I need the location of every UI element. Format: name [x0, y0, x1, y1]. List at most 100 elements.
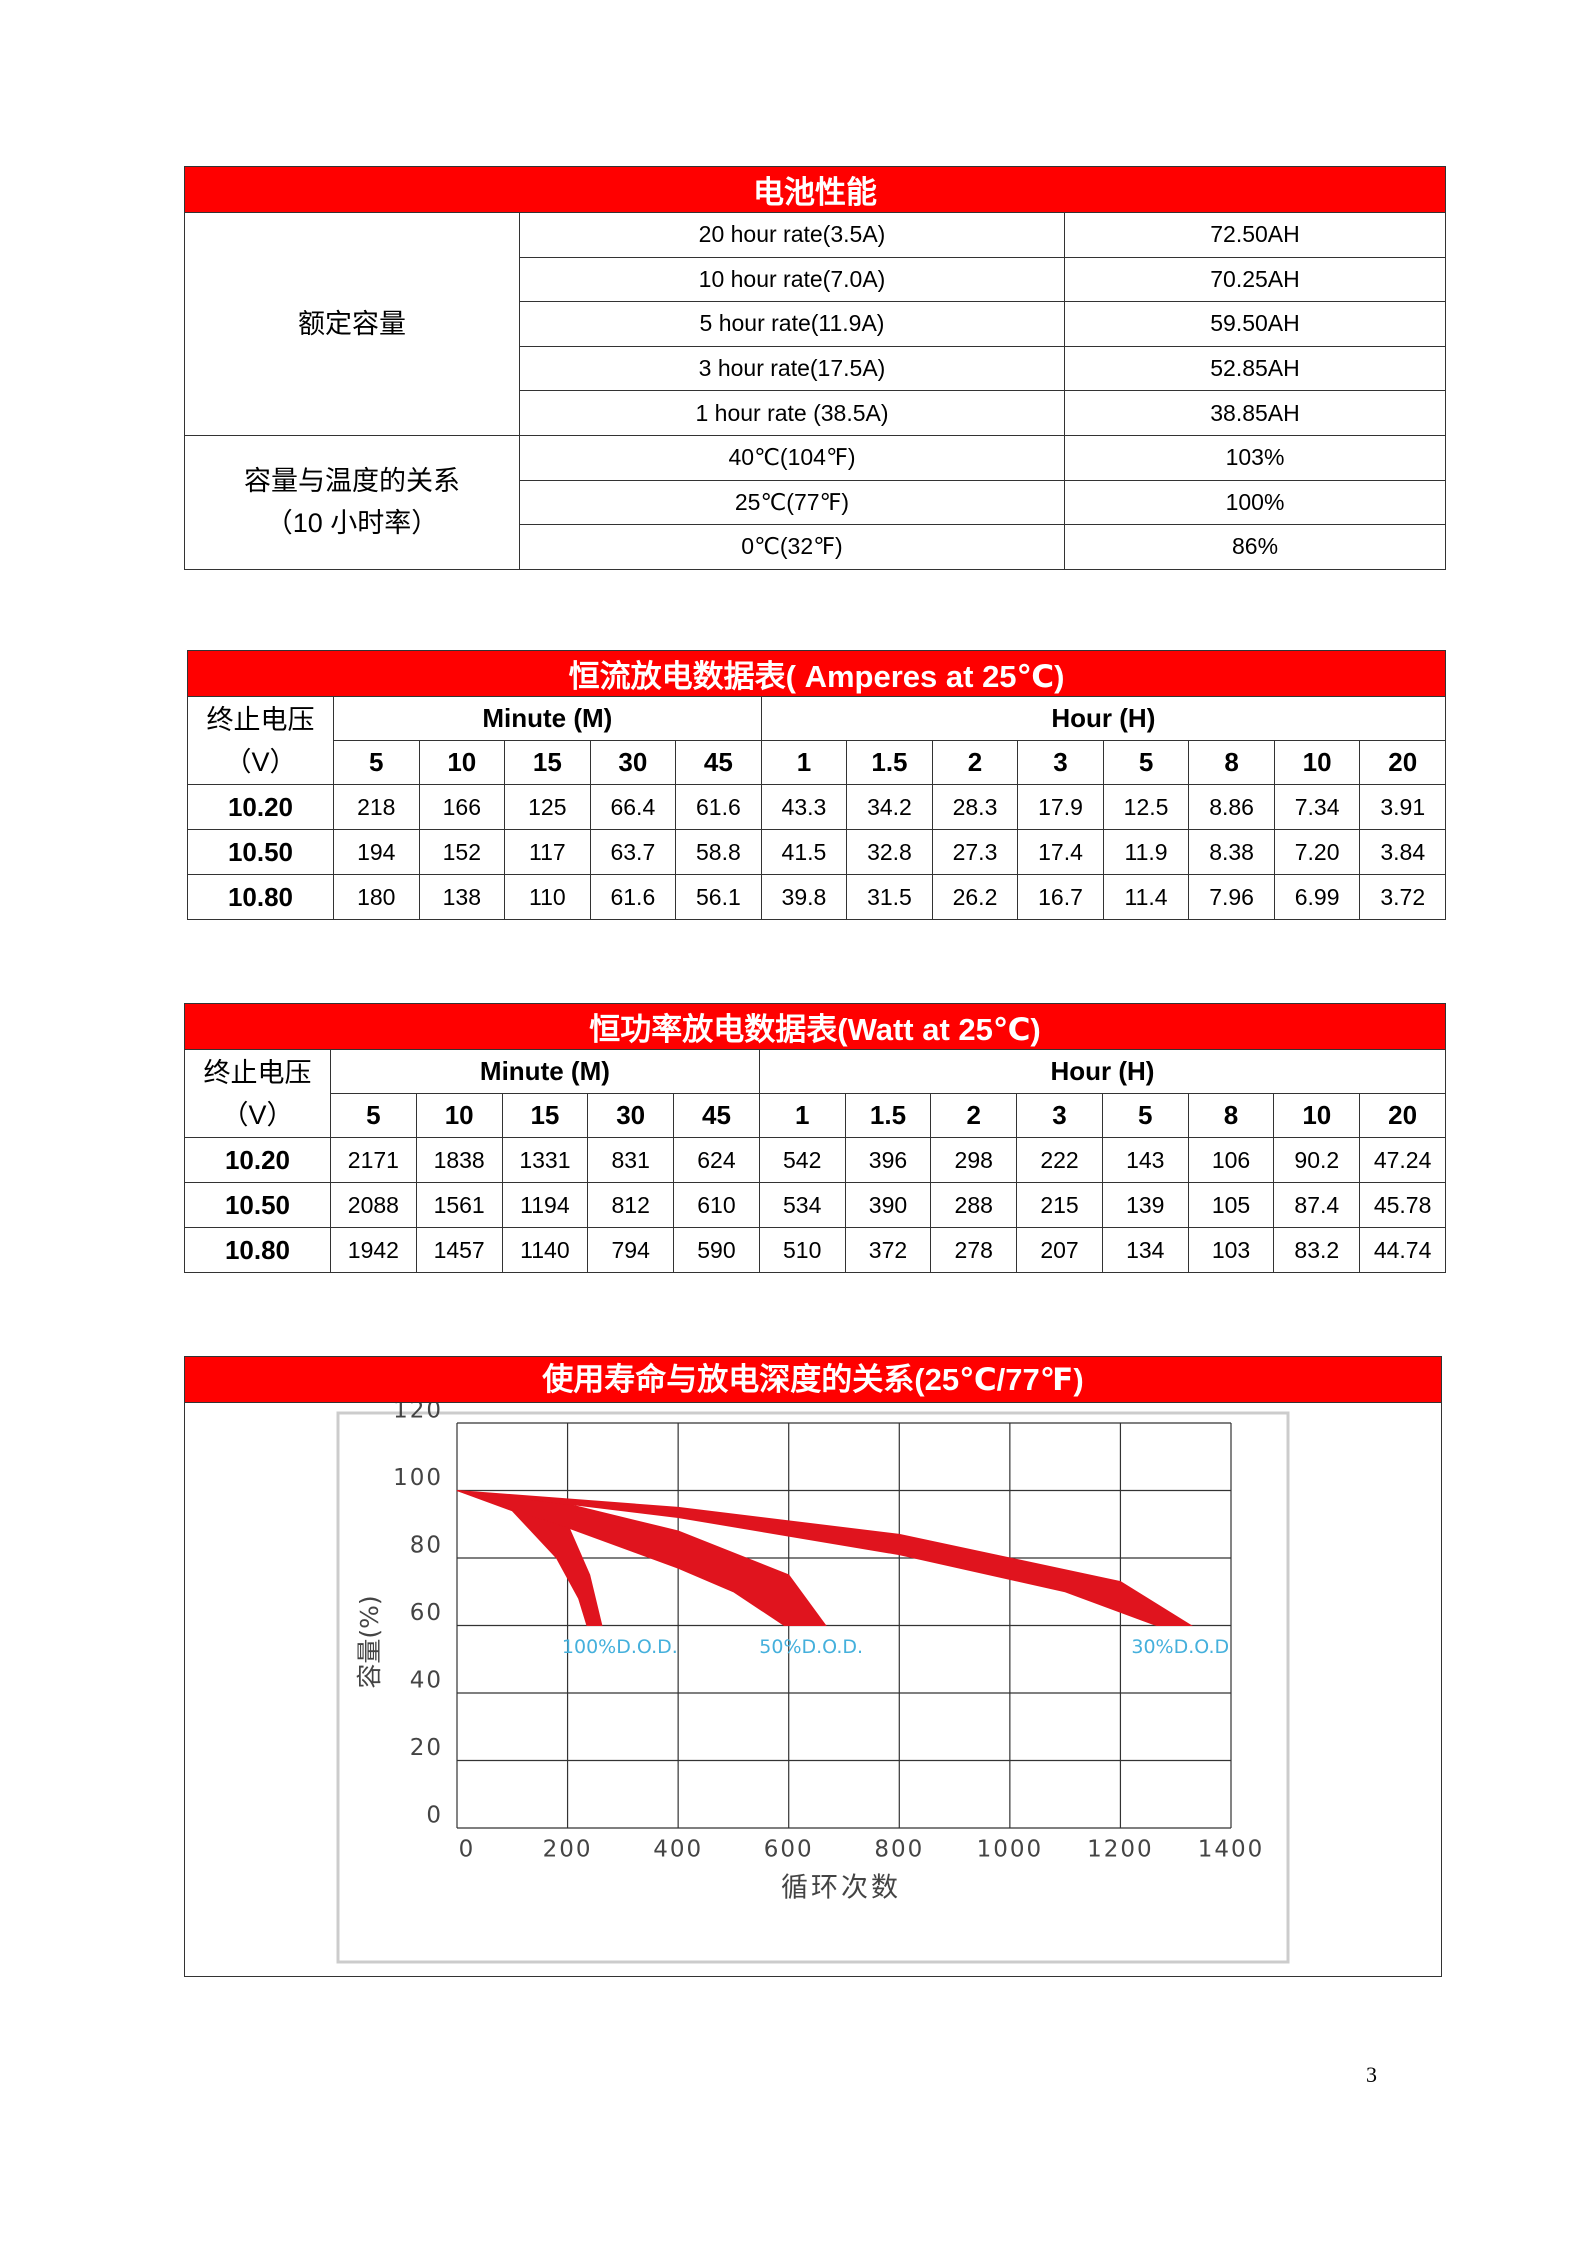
cell: 215: [1016, 1182, 1103, 1228]
cell: 3.91: [1359, 784, 1447, 830]
cell: 34.2: [846, 784, 933, 830]
cell: 166: [418, 784, 506, 830]
cell: 28.3: [931, 784, 1019, 830]
title-row: 恒流放电数据表( Amperes at 25℃): [186, 650, 1447, 697]
column-header: 1: [760, 740, 848, 785]
y-tick-label: 60: [410, 1600, 443, 1626]
cell: 32.8: [846, 829, 933, 875]
y-tick-label: 20: [410, 1735, 443, 1761]
x-axis-label: 循环次数: [781, 1873, 901, 1904]
cell: 43.3: [760, 784, 848, 830]
row: 容量与温度的关系 （10 小时率） 40℃(104℉) 103%: [184, 434, 1447, 570]
constant-current-table: 恒流放电数据表( Amperes at 25℃) 终止电压 （V） Minute (M…: [186, 650, 1447, 920]
cell: 624: [673, 1137, 760, 1183]
y-tick-label: 40: [410, 1668, 443, 1694]
header-row: 终止电压 （V） Minute (M) Hour (H): [187, 696, 1447, 785]
cell: 534: [758, 1182, 846, 1228]
cell: 610: [673, 1182, 760, 1228]
column-header: 10: [418, 740, 506, 785]
table-title: 恒功率放电数据表(Watt at 25℃): [183, 1003, 1447, 1050]
chart-section: 使用寿命与放电深度的关系(25℃/77℉) 0 20 40 60 80 100 120 0 20…: [184, 1356, 1442, 1977]
cell: 58.8: [675, 829, 762, 875]
column-header: 3: [1016, 1093, 1103, 1138]
cell: 47.24: [1359, 1137, 1447, 1183]
table-title: 电池性能: [183, 166, 1447, 213]
cell: 86%: [1063, 524, 1447, 570]
cell: 20 hour rate(3.5A): [519, 212, 1065, 258]
label-line: 额定容量: [298, 308, 406, 339]
group-header: Hour (H): [760, 696, 1447, 741]
voltage: 10.20: [187, 784, 334, 830]
row: 0℃(32℉) 86%: [185, 524, 1447, 570]
cell: 16.7: [1017, 874, 1104, 920]
cell: 207: [1016, 1227, 1103, 1273]
cell: 25℃(77℉): [519, 479, 1065, 526]
cell: 5 hour rate(11.9A): [519, 301, 1065, 347]
voltage: 10.80: [184, 1227, 331, 1273]
column-header: 2: [930, 1093, 1018, 1138]
column-header: 8: [1187, 1093, 1275, 1138]
cell: 510: [758, 1227, 846, 1273]
cell: 218: [333, 784, 420, 830]
cell: 1457: [415, 1227, 503, 1273]
x-tick-label: 800: [874, 1837, 924, 1863]
cell: 0℃(32℉): [519, 524, 1065, 570]
label-line: 容量与温度的关系: [244, 466, 460, 497]
cell: 117: [504, 829, 591, 875]
band: [456, 1490, 827, 1626]
title-row: 电池性能: [183, 166, 1447, 213]
cell: 143: [1101, 1137, 1189, 1183]
cell: 139: [1101, 1182, 1189, 1228]
cell: 100%: [1063, 479, 1447, 526]
cell: 812: [587, 1182, 675, 1228]
page-number: 3: [1366, 2062, 1377, 2087]
cell: 31.5: [846, 874, 933, 920]
cell: 70.25AH: [1063, 256, 1447, 303]
cell: 105: [1187, 1182, 1275, 1228]
cell: 1561: [415, 1182, 503, 1228]
band: [456, 1490, 1193, 1626]
cell: 26.2: [931, 874, 1019, 920]
label-line: （10 小时率）: [265, 508, 439, 539]
cell: 17.9: [1017, 784, 1104, 830]
cell: 44.74: [1359, 1227, 1447, 1273]
cell: 45.78: [1359, 1182, 1447, 1228]
group-header: Hour (H): [758, 1049, 1447, 1094]
column-header: 1: [758, 1093, 846, 1138]
cell: 288: [930, 1182, 1018, 1228]
cell: 39.8: [760, 874, 848, 920]
cell: 125: [504, 784, 591, 830]
cell: 152: [418, 829, 506, 875]
column-header: 45: [673, 1093, 760, 1138]
cell: 103: [1187, 1227, 1275, 1273]
cell: 3.72: [1359, 874, 1447, 920]
cell: 134: [1101, 1227, 1189, 1273]
x-tick-label: 200: [543, 1837, 593, 1863]
cell: 372: [844, 1227, 932, 1273]
group-label: 额定容量: [184, 212, 520, 436]
cell: 1942: [330, 1227, 417, 1273]
y-tick-label: 0: [426, 1803, 443, 1829]
title-row: 恒功率放电数据表(Watt at 25℃): [183, 1003, 1447, 1050]
cell: 61.6: [589, 874, 677, 920]
cell: 41.5: [760, 829, 848, 875]
column-header: 1.5: [844, 1093, 932, 1138]
column-header: 10: [415, 1093, 503, 1138]
cell: 1 hour rate (38.5A): [519, 390, 1065, 436]
cell: 590: [673, 1227, 760, 1273]
column-header: 1.5: [846, 740, 933, 785]
cell: 138: [418, 874, 506, 920]
cell: 1331: [501, 1137, 589, 1183]
cell: 1140: [501, 1227, 589, 1273]
cell: 396: [844, 1137, 932, 1183]
column-header: 3: [1017, 740, 1104, 785]
band-label: 50%D.O.D.: [759, 1636, 863, 1658]
cell: 66.4: [589, 784, 677, 830]
label-line: （V）: [221, 1099, 294, 1130]
cell: 222: [1016, 1137, 1103, 1183]
cell: 794: [587, 1227, 675, 1273]
column-header: 20: [1359, 740, 1447, 785]
voltage: 10.80: [187, 874, 334, 920]
cell: 2171: [330, 1137, 417, 1183]
